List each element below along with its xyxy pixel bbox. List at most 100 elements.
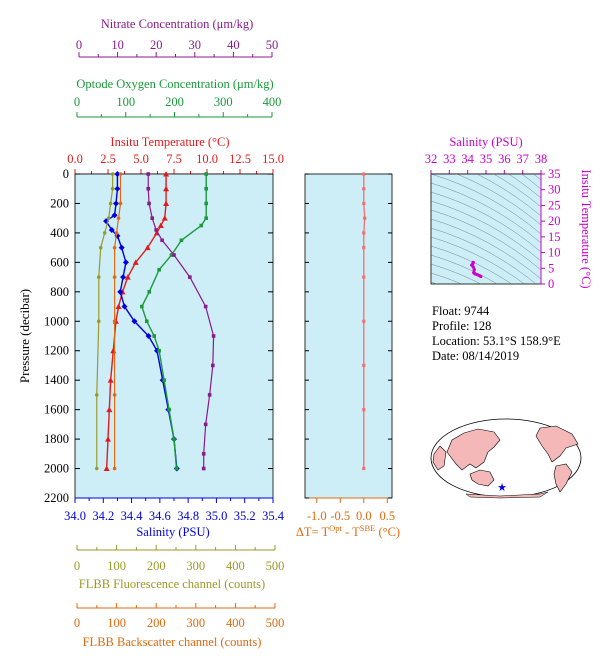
oxygen-point [157,348,161,353]
salinity-point [118,244,125,251]
profile-date: Date: 08/14/2019 [432,349,520,363]
backscatter-point [114,231,119,235]
nitrate-tick-label: 0 [76,38,82,52]
pressure-tick-label: 1400 [44,373,69,387]
pressure-tick-label: 1000 [44,314,69,328]
oxygen-point [144,319,149,324]
delta-t-point [362,187,366,191]
nitrate-tick-label: 40 [227,38,240,52]
salinity-point [121,303,128,310]
backscatter-axis: 0 100 200 300 400 500 FLBB Backscatter channe… [74,603,285,649]
ts-point [471,265,475,269]
ts-density-contour [431,218,541,280]
fluorescence-axis-label: FLBB Fluorescence channel (counts) [79,577,265,591]
nitrate-axis-label: Nitrate Concentration (μm/kg) [101,17,254,31]
fluorescence-tick-label: 100 [107,559,126,573]
nitrate-point [172,253,176,257]
nitrate-axis-ticks: 0 10 20 30 40 50 [76,38,278,58]
oxygen-point [204,201,208,206]
ts-density-contour [431,182,541,244]
delta-t-tick-label: -0.5 [330,509,350,523]
temperature-tick-label: 10.0 [196,152,218,166]
temperature-point [144,244,151,251]
salinity-point [117,288,124,295]
nitrate-point [146,172,151,176]
salinity-axis: 34.0 34.2 34.4 34.6 34.8 35.0 35.2 35.4 Salinit… [64,497,285,539]
salinity-tick-label: 34.6 [149,509,171,523]
salinity-point [114,171,121,177]
ts-density-contour [431,174,541,235]
backscatter-point [112,275,117,279]
backscatter-tick-label: 0 [74,616,80,630]
fluorescence-point [106,216,111,220]
temperature-point [115,303,122,310]
nitrate-point [154,228,158,232]
ts-density-contour [431,200,541,262]
temperature-point [107,377,114,383]
temperature-tick-label: 5.0 [133,152,149,166]
temperature-tick-label: 15.0 [262,152,284,166]
ts-series [470,260,483,279]
ts-density-contour [431,236,525,284]
oxygen-point [169,253,174,257]
delta-t-point [362,231,366,235]
map-land-africa [432,445,447,471]
oxygen-point [172,437,176,441]
ts-density-contour [455,174,541,226]
ts-salinity-ticks: 32 33 34 35 36 37 38 [425,152,548,175]
nitrate-point [207,393,212,397]
fluorescence-point [108,201,113,206]
ts-ytick-label: 15 [548,230,561,244]
ts-salinity-label: Salinity (PSU) [449,135,522,149]
oxygen-tick-label: 400 [263,95,282,109]
oxygen-tick-label: 100 [116,95,135,109]
salinity-point [111,212,118,219]
ts-ytick-label: 20 [548,214,561,228]
ts-density-contour [431,263,482,284]
nitrate-tick-label: 30 [189,38,202,52]
oxygen-axis-label: Optode Oxygen Concentration (μm/kg) [76,77,273,91]
salinity-point [113,200,120,207]
ts-xtick-label: 32 [425,152,438,166]
delta-t-axis-ticks: -1.0 -0.5 0.0 0.5 [305,173,395,523]
map-land-antarctica [465,491,549,499]
delta-t-plot-area [304,173,393,499]
nitrate-point [188,275,192,279]
backscatter-tick-label: 300 [186,616,205,630]
ts-xtick-label: 38 [535,152,548,166]
fluorescence-tick-label: 400 [226,559,245,573]
fluorescence-point [96,319,101,324]
delta-t-point [362,246,366,250]
delta-t-series [362,172,367,471]
map-land-australia [469,469,495,487]
temperature-axis-label: Insitu Temperature (°C) [110,135,229,149]
ts-xtick-label: 37 [516,152,529,166]
ts-point [472,267,476,272]
delta-t-tick-label: -1.0 [307,509,327,523]
ts-ytick-label: 30 [548,183,561,197]
fluorescence-point [110,172,115,176]
salinity-axis-ticks: 34.0 34.2 34.4 34.6 34.8 35.0 35.2 35.4 [64,497,285,523]
pressure-tick-label: 600 [50,255,69,269]
nitrate-point [160,238,164,243]
oxygen-point [204,186,208,191]
ts-xtick-label: 33 [443,152,456,166]
ts-density-contour [521,174,541,190]
ts-density-contour [476,174,541,217]
ts-xtick-label: 34 [461,152,474,166]
backscatter-tick-label: 500 [266,616,285,630]
temperature-point [163,185,170,192]
backscatter-point [112,245,117,250]
delta-t-point [362,363,366,368]
ts-ytick-label: 35 [548,167,561,181]
fluorescence-tick-label: 200 [147,559,166,573]
pressure-tick-label: 1200 [44,344,69,358]
fluorescence-point [94,466,99,471]
fluorescence-line [96,174,114,469]
backscatter-tick-label: 200 [147,616,166,630]
salinity-tick-label: 34.2 [92,509,114,523]
temperature-tick-label: 2.5 [100,152,116,166]
float-id: Float: 9744 [432,304,490,318]
temperature-tick-label: 12.5 [229,152,251,166]
oxygen-point [147,290,152,294]
